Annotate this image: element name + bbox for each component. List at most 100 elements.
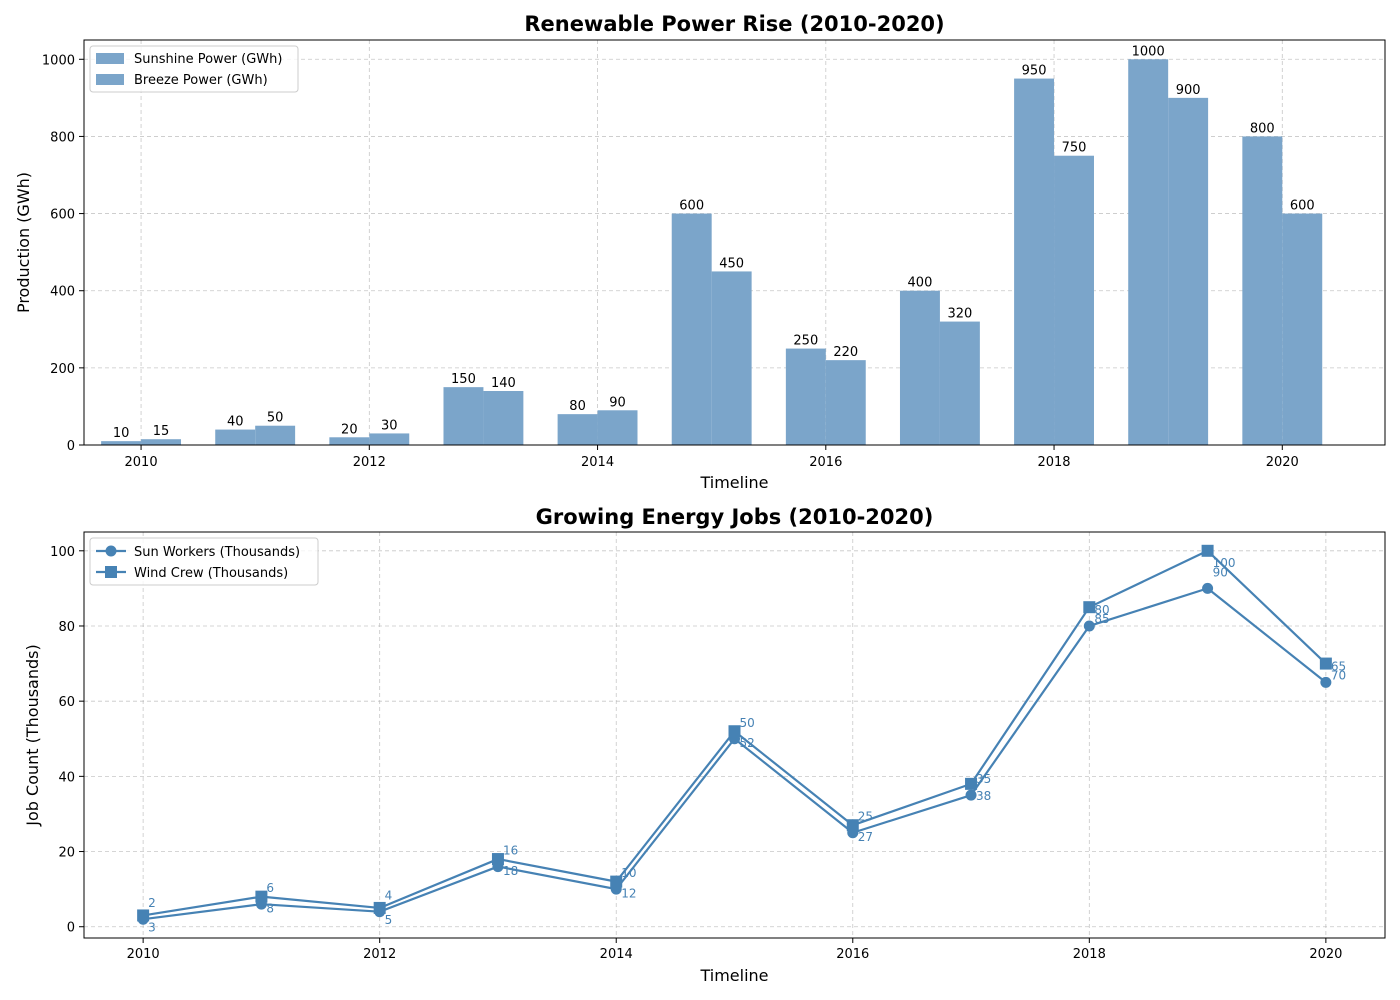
bar-value-label-breeze: 220 [833, 345, 858, 360]
bar-plot-frame [83, 39, 1386, 446]
bar-breeze [1054, 155, 1094, 445]
line-series [137, 544, 1332, 925]
bar-y-axis-label: Production (GWh) [14, 172, 33, 313]
line-y-tick-label: 0 [67, 921, 75, 936]
line-y-tick-label: 40 [58, 770, 75, 785]
line-plot-frame [83, 531, 1386, 939]
bar-y-tick-label: 1000 [42, 53, 75, 68]
point-label: 100 [1213, 556, 1236, 570]
bar-sunshine [1014, 78, 1055, 446]
point-label: 65 [1331, 659, 1346, 673]
bar-value-label-sunshine: 1000 [1132, 44, 1165, 59]
point-wind-crew [1319, 657, 1332, 670]
point-label: 35 [976, 772, 991, 786]
bar-breeze [255, 425, 296, 445]
bar-legend-label-breeze: Breeze Power (GWh) [134, 73, 268, 88]
line-grid [84, 532, 1385, 938]
bar-breeze [369, 433, 410, 445]
point-label: 80 [1094, 603, 1109, 617]
line-x-ticks: 2010 2012 2014 2016 2018 2020 [127, 938, 1342, 962]
bar-chart: 10 40 20 150 80 600 250 400 950 1000 800 15 50 30 140 9… [14, 12, 1386, 492]
bar-breeze [1168, 97, 1209, 445]
bar-value-label-breeze: 600 [1290, 199, 1315, 214]
point-wind-crew [610, 875, 623, 888]
bar-sunshine [557, 414, 598, 445]
bar-y-tick-label: 600 [50, 208, 75, 223]
bar-value-label-breeze: 320 [947, 307, 972, 322]
bar-value-label-sunshine: 150 [451, 372, 476, 387]
point-wind-crew [373, 901, 386, 914]
line-x-tick-label: 2020 [1309, 947, 1342, 962]
line-x-tick-label: 2012 [363, 947, 396, 962]
point-label: 85 [1094, 612, 1109, 626]
bar-sunshine [101, 441, 142, 445]
bar-breeze [483, 391, 524, 445]
bar-y-tick-label: 400 [50, 285, 75, 300]
bar-sunshine [215, 429, 256, 445]
bar-sunshine [671, 213, 712, 445]
point-wind-crew [1083, 601, 1096, 614]
point-wind-crew [965, 777, 978, 790]
bar-x-tick-label: 2014 [581, 455, 614, 470]
bar-y-tick-label: 0 [67, 439, 75, 454]
line-legend-box [89, 537, 319, 586]
line-x-tick-label: 2016 [836, 947, 869, 962]
point-wind-crew [255, 890, 268, 903]
bar-breeze [711, 271, 752, 445]
line-chart-title: Growing Energy Jobs (2010-2020) [536, 505, 934, 529]
bar-legend-box [89, 45, 299, 93]
point-label: 5 [385, 913, 393, 927]
bar-x-tick-label: 2010 [125, 455, 158, 470]
bar-sunshine [785, 348, 826, 445]
bar-value-label-breeze: 50 [267, 411, 284, 426]
line-x-tick-label: 2014 [600, 947, 633, 962]
point-sun-workers [1320, 676, 1332, 688]
bar-y-ticks: 0 200 400 600 800 1000 [42, 53, 84, 454]
bar-value-label-breeze: 900 [1176, 83, 1201, 98]
line-legend-label-sun-workers: Sun Workers (Thousands) [134, 545, 300, 560]
point-label: 25 [858, 810, 873, 824]
point-label: 4 [385, 889, 393, 903]
bar-x-axis-label: Timeline [699, 473, 768, 492]
bar-value-label-sunshine: 600 [679, 199, 704, 214]
point-wind-crew [137, 909, 150, 922]
bar-breeze [141, 439, 182, 445]
bar-value-label-sunshine: 40 [227, 415, 244, 430]
point-label: 8 [266, 902, 274, 916]
line-sun-workers [142, 587, 1327, 921]
bar-legend-label-sunshine: Sunshine Power (GWh) [134, 52, 282, 67]
bar-value-labels: 10 40 20 150 80 600 250 400 950 1000 800 15 50 30 140 9… [113, 44, 1315, 441]
line-x-tick-label: 2018 [1073, 947, 1106, 962]
line-legend-swatch-sun-workers [96, 545, 126, 557]
bar-legend: Sunshine Power (GWh) Breeze Power (GWh) [89, 45, 299, 93]
line-y-tick-label: 20 [58, 846, 75, 861]
bar-value-label-sunshine: 80 [569, 399, 586, 414]
bar-value-label-sunshine: 800 [1250, 121, 1275, 136]
bar-breeze [597, 410, 638, 445]
bar-x-ticks: 2010 2012 2014 2016 2018 2020 [125, 445, 1299, 470]
bar-legend-swatch-breeze [96, 74, 124, 85]
bar-sunshine [329, 437, 370, 445]
line-y-tick-label: 100 [50, 545, 75, 560]
point-label: 27 [858, 830, 873, 844]
bar-value-label-breeze: 450 [719, 256, 744, 271]
bar-value-label-sunshine: 20 [341, 422, 358, 437]
bar-value-label-sunshine: 400 [908, 276, 933, 291]
legend-marker-sun-workers [105, 545, 117, 557]
line-legend-swatch-wind-crew [96, 566, 126, 578]
point-sun-workers [1083, 620, 1095, 632]
bar-x-tick-label: 2020 [1266, 455, 1299, 470]
point-label: 16 [503, 844, 518, 858]
bar-chart-title: Renewable Power Rise (2010-2020) [524, 12, 944, 36]
point-label: 2 [148, 896, 156, 910]
line-legend: Sun Workers (Thousands) Wind Crew (Thous… [89, 537, 319, 586]
bar-series [101, 59, 1323, 446]
line-legend-label-wind-crew: Wind Crew (Thousands) [134, 566, 288, 581]
bar-breeze [1282, 213, 1323, 445]
legend-marker-wind-crew [105, 566, 117, 578]
line-y-tick-label: 80 [58, 620, 75, 635]
bar-value-label-sunshine: 950 [1022, 64, 1047, 79]
